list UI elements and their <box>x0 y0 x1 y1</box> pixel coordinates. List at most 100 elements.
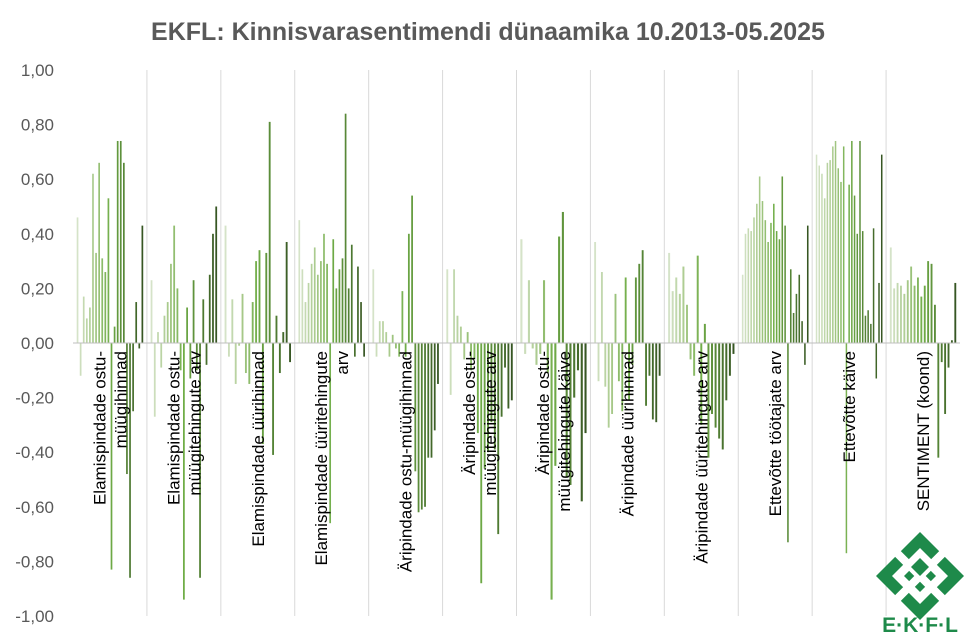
bar <box>307 282 310 343</box>
bar <box>565 343 568 477</box>
bar <box>189 343 192 379</box>
bar <box>244 343 247 374</box>
bar <box>476 343 479 434</box>
category-label: SENTIMENT (koond) <box>914 351 933 511</box>
bar <box>160 343 163 368</box>
category-label: Äripindade üürihinnad <box>618 351 637 516</box>
bar <box>265 252 268 343</box>
bar <box>542 280 546 343</box>
category-label-line: müügitehingute arv <box>481 351 500 496</box>
bar <box>298 220 301 343</box>
bar <box>85 318 88 343</box>
category-label-line: müügihinnad <box>111 351 130 448</box>
bar <box>954 282 957 343</box>
y-tick-label: 0,60 <box>21 170 54 189</box>
bar <box>395 343 397 349</box>
bar <box>375 343 378 357</box>
bar <box>401 291 404 343</box>
bar <box>744 233 747 343</box>
bar <box>227 343 230 357</box>
bar <box>818 165 820 343</box>
bar <box>186 307 188 343</box>
bar <box>504 343 506 368</box>
bar <box>205 343 208 365</box>
bar <box>558 236 561 343</box>
bars <box>76 113 957 600</box>
bar <box>234 343 237 384</box>
bar <box>199 343 201 578</box>
bar <box>778 239 781 343</box>
bar <box>363 343 365 357</box>
bar <box>682 266 685 343</box>
bar <box>767 241 769 343</box>
bar <box>714 343 717 428</box>
bar <box>535 343 538 365</box>
category-bars <box>594 241 661 428</box>
bar <box>859 140 861 343</box>
bar <box>576 343 580 371</box>
category-bars <box>668 252 735 458</box>
bar <box>212 233 214 343</box>
bar <box>463 343 466 360</box>
bar <box>806 225 809 343</box>
bar <box>773 203 775 343</box>
y-tick-label: -0,20 <box>15 389 54 408</box>
bar <box>278 343 281 374</box>
bar <box>826 162 829 343</box>
bar <box>170 263 172 343</box>
bar <box>804 343 806 365</box>
bar <box>110 343 113 570</box>
bar <box>382 321 384 343</box>
bar <box>741 274 744 343</box>
bar <box>411 195 413 343</box>
bar <box>89 307 91 343</box>
bar <box>182 343 185 600</box>
bar <box>747 228 750 343</box>
bar <box>815 154 818 343</box>
bar <box>761 201 764 343</box>
bar <box>326 263 328 343</box>
bar <box>497 343 500 535</box>
bar <box>707 343 710 458</box>
bar <box>930 263 933 343</box>
bar <box>238 343 241 346</box>
category-label-line: müügitehingute käive <box>555 351 574 512</box>
bar <box>834 140 837 343</box>
bar <box>329 343 332 524</box>
bar <box>101 258 104 343</box>
bar <box>789 269 792 343</box>
bar <box>554 343 557 466</box>
bar <box>678 293 681 343</box>
bar <box>427 343 430 458</box>
bar <box>417 343 420 513</box>
bar <box>823 198 826 343</box>
category-label-line: Elamispindade üüritehingute <box>312 351 331 566</box>
category-label-line: Äripindade üürihinnad <box>618 351 637 516</box>
bar <box>638 263 641 343</box>
bar <box>354 343 356 357</box>
bar <box>896 282 899 343</box>
category-bars <box>76 140 144 578</box>
bar <box>837 168 840 343</box>
bar <box>92 173 94 343</box>
bar <box>141 225 144 343</box>
bar <box>459 326 462 343</box>
bar <box>510 343 513 401</box>
ekfl-logo: E·K·F·L <box>876 532 964 637</box>
bar <box>933 304 936 343</box>
bar <box>338 269 341 343</box>
bar <box>875 343 878 379</box>
category-label-line: Äripindade ostu-müügihinnad <box>397 351 416 572</box>
bar <box>604 343 607 387</box>
bar <box>758 176 761 343</box>
bar <box>621 343 624 412</box>
bar <box>607 343 610 428</box>
bar <box>900 285 902 343</box>
bar <box>301 269 304 343</box>
bar <box>628 343 631 401</box>
logo-emblem-icon <box>876 532 964 620</box>
y-tick-label: 0,40 <box>21 225 54 244</box>
bar <box>550 343 553 600</box>
bar <box>732 343 735 354</box>
bar <box>129 343 131 578</box>
